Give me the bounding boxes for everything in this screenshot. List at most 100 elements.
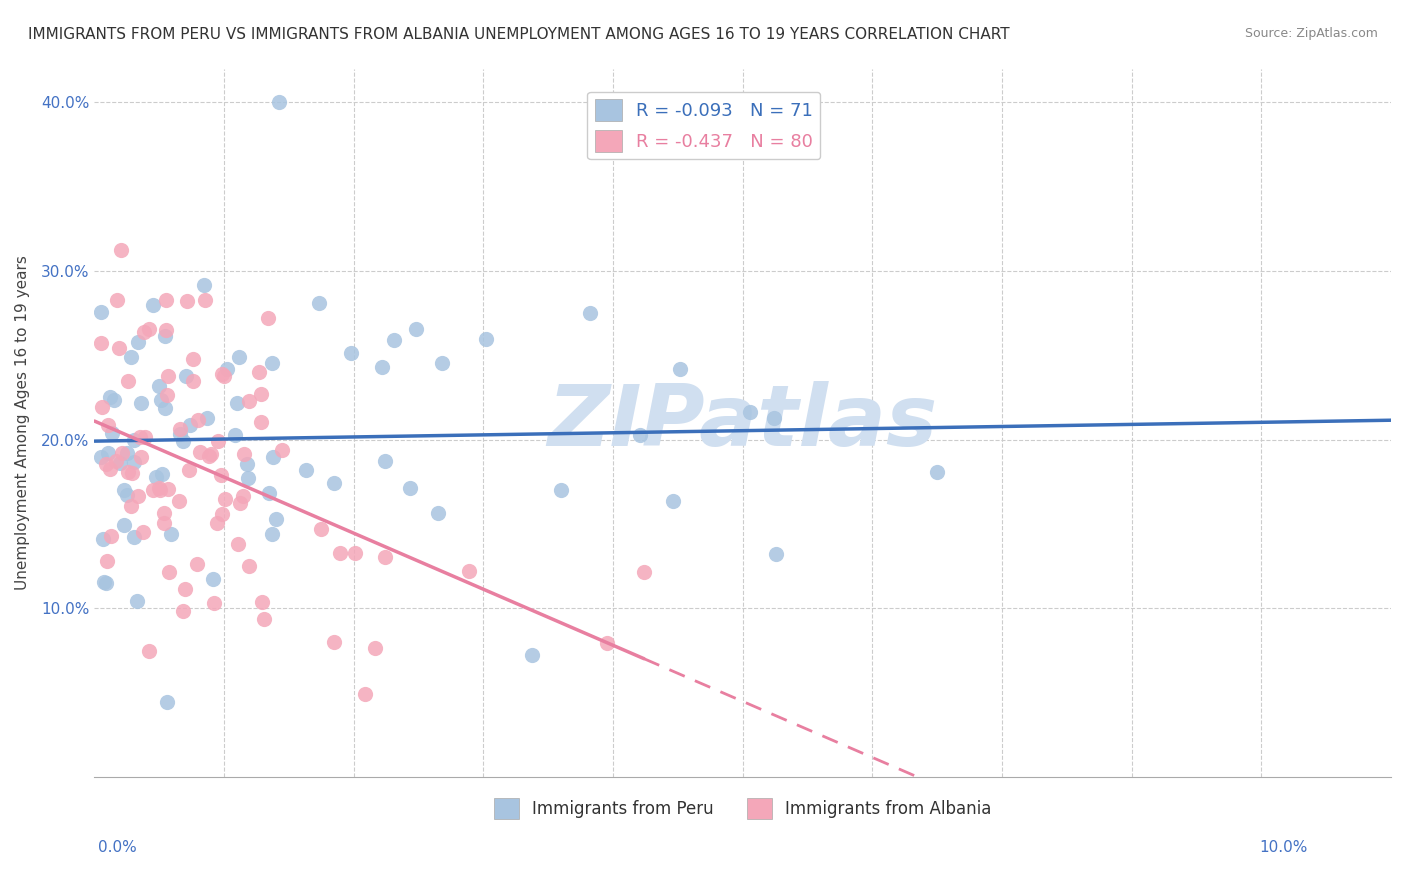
Point — [457, 564, 479, 578]
Point — [187, 413, 209, 427]
Point — [181, 374, 204, 388]
Point — [134, 430, 156, 444]
Point — [371, 360, 394, 375]
Point — [176, 293, 198, 308]
Point — [160, 527, 183, 541]
Text: 0.0%: 0.0% — [98, 840, 138, 855]
Point — [262, 450, 284, 464]
Point — [211, 507, 233, 521]
Point — [172, 434, 194, 448]
Point — [157, 482, 180, 496]
Point — [188, 445, 211, 459]
Point — [405, 322, 427, 336]
Point — [157, 565, 180, 579]
Point — [209, 468, 232, 483]
Point — [322, 476, 344, 491]
Point — [108, 341, 131, 355]
Point — [155, 388, 177, 402]
Point — [117, 488, 139, 502]
Point — [229, 496, 252, 510]
Point — [132, 325, 155, 339]
Point — [169, 494, 191, 508]
Point — [94, 576, 117, 591]
Point — [105, 293, 128, 308]
Point — [179, 417, 201, 432]
Point — [129, 396, 152, 410]
Point — [247, 365, 270, 379]
Point — [142, 298, 165, 312]
Point — [382, 333, 405, 347]
Point — [738, 404, 761, 418]
Point — [128, 430, 150, 444]
Point — [226, 395, 249, 409]
Point — [762, 410, 785, 425]
Point — [96, 417, 118, 432]
Point — [426, 507, 449, 521]
Point — [522, 648, 544, 663]
Point — [117, 446, 139, 460]
Point — [148, 481, 170, 495]
Point — [214, 492, 236, 507]
Point — [249, 386, 271, 401]
Point — [90, 335, 112, 350]
Point — [257, 485, 280, 500]
Point — [579, 306, 602, 320]
Point — [100, 462, 122, 476]
Point — [669, 362, 692, 376]
Point — [117, 465, 139, 479]
Point — [198, 449, 221, 463]
Point — [120, 499, 142, 513]
Point — [156, 369, 179, 384]
Point — [174, 369, 197, 384]
Text: ZIPatlas: ZIPatlas — [547, 381, 938, 464]
Point — [232, 489, 254, 503]
Point — [311, 522, 333, 536]
Point — [195, 411, 218, 425]
Point — [112, 517, 135, 532]
Point — [374, 550, 396, 565]
Point — [173, 582, 195, 597]
Point — [131, 450, 153, 464]
Point — [266, 512, 288, 526]
Point — [308, 296, 330, 310]
Point — [179, 463, 201, 477]
Point — [250, 415, 273, 429]
Point — [122, 454, 145, 468]
Point — [270, 442, 292, 457]
Point — [100, 529, 122, 543]
Point — [235, 457, 257, 471]
Text: IMMIGRANTS FROM PERU VS IMMIGRANTS FROM ALBANIA UNEMPLOYMENT AMONG AGES 16 TO 19: IMMIGRANTS FROM PERU VS IMMIGRANTS FROM … — [28, 27, 1010, 42]
Point — [186, 557, 208, 571]
Point — [138, 322, 160, 336]
Point — [148, 378, 170, 392]
Point — [430, 356, 453, 370]
Point — [150, 392, 173, 407]
Point — [112, 483, 135, 497]
Point — [101, 426, 124, 441]
Point — [596, 635, 619, 649]
Point — [339, 345, 361, 359]
Point — [96, 554, 118, 568]
Point — [149, 483, 172, 497]
Point — [93, 532, 115, 546]
Point — [156, 695, 179, 709]
Point — [260, 356, 283, 370]
Point — [205, 516, 228, 530]
Point — [233, 447, 256, 461]
Point — [145, 470, 167, 484]
Point — [267, 95, 290, 110]
Point — [169, 422, 191, 436]
Point — [127, 489, 149, 503]
Point — [238, 471, 260, 485]
Point — [353, 687, 375, 701]
Point — [172, 604, 194, 618]
Point — [250, 595, 273, 609]
Point — [90, 305, 112, 319]
Point — [201, 572, 224, 586]
Point — [127, 334, 149, 349]
Point — [132, 524, 155, 539]
Point — [111, 446, 134, 460]
Text: 10.0%: 10.0% — [1260, 840, 1308, 855]
Point — [90, 450, 112, 464]
Point — [117, 374, 139, 388]
